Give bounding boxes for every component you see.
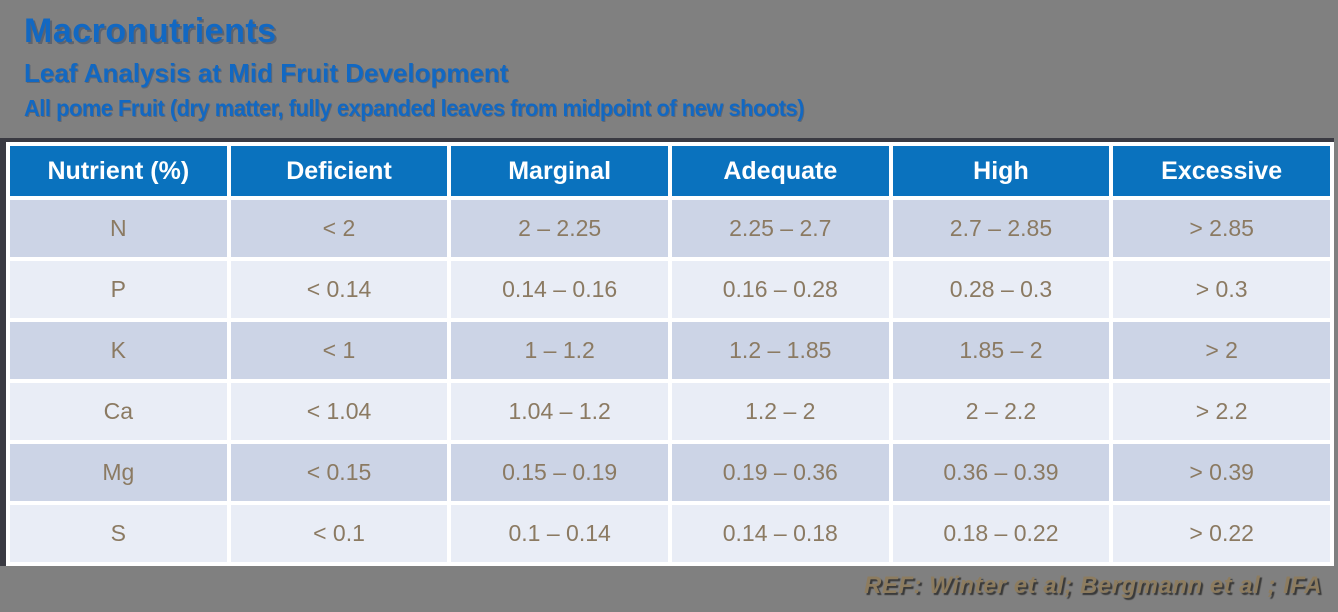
cell-adequate: 2.25 – 2.7	[671, 200, 889, 257]
cell-nutrient: K	[10, 322, 227, 379]
cell-nutrient: Mg	[10, 444, 227, 501]
cell-excessive: > 0.22	[1113, 505, 1330, 562]
cell-high: 0.36 – 0.39	[892, 444, 1110, 501]
nutrient-table: Nutrient (%) Deficient Marginal Adequate…	[0, 138, 1334, 566]
table-header-row: Nutrient (%) Deficient Marginal Adequate…	[10, 146, 1330, 196]
cell-marginal: 1 – 1.2	[451, 322, 668, 379]
cell-adequate: 1.2 – 2	[671, 383, 889, 440]
cell-marginal: 2 – 2.25	[451, 200, 668, 257]
column-header-high: High	[892, 146, 1110, 196]
cell-adequate: 0.14 – 0.18	[671, 505, 889, 562]
cell-adequate: 0.16 – 0.28	[671, 261, 889, 318]
column-header-marginal: Marginal	[451, 146, 668, 196]
cell-excessive: > 2.85	[1113, 200, 1330, 257]
cell-high: 2.7 – 2.85	[892, 200, 1110, 257]
cell-nutrient: N	[10, 200, 227, 257]
page-description: All pome Fruit (dry matter, fully expand…	[24, 95, 805, 121]
page-title: Macronutrients	[24, 12, 277, 50]
table-row-ca: Ca < 1.04 1.04 – 1.2 1.2 – 2 2 – 2.2 > 2…	[10, 383, 1330, 440]
cell-marginal: 1.04 – 1.2	[451, 383, 668, 440]
column-header-adequate: Adequate	[671, 146, 889, 196]
cell-marginal: 0.15 – 0.19	[451, 444, 668, 501]
cell-deficient: < 1	[230, 322, 448, 379]
cell-excessive: > 0.3	[1113, 261, 1330, 318]
cell-deficient: < 1.04	[230, 383, 448, 440]
table-row-k: K < 1 1 – 1.2 1.2 – 1.85 1.85 – 2 > 2	[10, 322, 1330, 379]
cell-nutrient: S	[10, 505, 227, 562]
cell-excessive: > 2.2	[1113, 383, 1330, 440]
cell-marginal: 0.14 – 0.16	[451, 261, 668, 318]
cell-excessive: > 0.39	[1113, 444, 1330, 501]
cell-deficient: < 0.14	[230, 261, 448, 318]
cell-high: 2 – 2.2	[892, 383, 1110, 440]
cell-adequate: 1.2 – 1.85	[671, 322, 889, 379]
table-row-p: P < 0.14 0.14 – 0.16 0.16 – 0.28 0.28 – …	[10, 261, 1330, 318]
cell-marginal: 0.1 – 0.14	[451, 505, 668, 562]
cell-adequate: 0.19 – 0.36	[671, 444, 889, 501]
column-header-nutrient: Nutrient (%)	[10, 146, 227, 196]
cell-nutrient: P	[10, 261, 227, 318]
cell-excessive: > 2	[1113, 322, 1330, 379]
cell-high: 1.85 – 2	[892, 322, 1110, 379]
table-row-n: N < 2 2 – 2.25 2.25 – 2.7 2.7 – 2.85 > 2…	[10, 200, 1330, 257]
cell-deficient: < 2	[230, 200, 448, 257]
column-header-deficient: Deficient	[230, 146, 448, 196]
page-subtitle: Leaf Analysis at Mid Fruit Development	[24, 58, 509, 88]
table-row-mg: Mg < 0.15 0.15 – 0.19 0.19 – 0.36 0.36 –…	[10, 444, 1330, 501]
title-block: Macronutrients Leaf Analysis at Mid Frui…	[24, 12, 845, 122]
reference-text: REF: Winter et al; Bergmann et al ; IFA	[863, 572, 1322, 599]
cell-deficient: < 0.15	[230, 444, 448, 501]
cell-deficient: < 0.1	[230, 505, 448, 562]
column-header-excessive: Excessive	[1113, 146, 1330, 196]
table-row-s: S < 0.1 0.1 – 0.14 0.14 – 0.18 0.18 – 0.…	[10, 505, 1330, 562]
cell-high: 0.28 – 0.3	[892, 261, 1110, 318]
cell-nutrient: Ca	[10, 383, 227, 440]
cell-high: 0.18 – 0.22	[892, 505, 1110, 562]
